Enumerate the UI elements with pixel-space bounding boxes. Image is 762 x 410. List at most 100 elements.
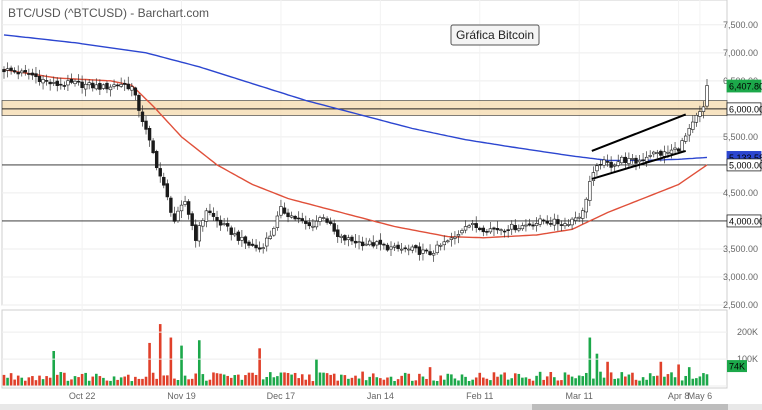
- candle: [627, 152, 631, 168]
- volume-bar: [396, 379, 400, 386]
- candle: [620, 155, 624, 165]
- candle-body: [431, 252, 436, 256]
- volume-bar: [684, 375, 687, 386]
- volume-bar: [350, 377, 354, 386]
- volume-bar: [24, 380, 27, 386]
- candle-body: [137, 94, 141, 111]
- candle-body: [453, 236, 457, 239]
- candle-body: [186, 201, 191, 215]
- x-tick-label: May 6: [688, 391, 713, 401]
- candle-body: [595, 165, 599, 172]
- candle: [105, 81, 109, 94]
- candle: [76, 74, 81, 86]
- volume-bar: [322, 372, 325, 386]
- volume-bar: [698, 376, 702, 386]
- volume-bar: [59, 372, 63, 386]
- volume-bar: [66, 380, 70, 386]
- candle: [16, 65, 20, 80]
- volume-bar: [208, 379, 212, 386]
- candle: [300, 212, 304, 224]
- volume-bar: [315, 359, 318, 386]
- candle: [293, 214, 297, 221]
- candle-body: [410, 246, 415, 251]
- candle-body: [105, 82, 109, 90]
- volume-bar: [485, 378, 489, 386]
- candle: [623, 152, 628, 170]
- volume-bar: [244, 375, 247, 386]
- candle: [460, 228, 464, 236]
- candle: [94, 78, 99, 91]
- candle: [591, 166, 596, 186]
- candle: [172, 206, 177, 224]
- candle-body: [385, 244, 390, 251]
- volume-bar: [435, 380, 439, 386]
- candle-body: [485, 231, 489, 233]
- candle: [545, 215, 549, 226]
- candle-body: [510, 223, 514, 230]
- candle-body: [630, 158, 635, 160]
- candle: [98, 79, 102, 96]
- volume-bar: [251, 372, 254, 386]
- candle: [502, 228, 507, 238]
- annotation-box: [450, 24, 540, 46]
- volume-bar: [691, 378, 695, 386]
- candle: [524, 219, 528, 232]
- candle-body: [30, 72, 35, 76]
- candle: [446, 239, 450, 244]
- candle-body: [556, 219, 560, 225]
- volume-bar: [393, 380, 396, 386]
- volume-bar: [13, 379, 16, 386]
- candle-body: [375, 241, 379, 246]
- volume-bar: [123, 376, 127, 386]
- candle-body: [5, 68, 10, 71]
- candle-body: [98, 83, 102, 90]
- candle: [108, 84, 113, 97]
- volume-bar: [375, 377, 379, 386]
- candle: [435, 240, 439, 255]
- volume-bar: [297, 378, 300, 386]
- volume-bar: [655, 375, 659, 386]
- candle-body: [73, 80, 77, 85]
- volume-bar: [620, 372, 624, 386]
- candle-body: [644, 156, 649, 162]
- volume-bar: [474, 377, 478, 386]
- candle: [364, 237, 368, 247]
- candle-body: [609, 161, 613, 168]
- resistance-zone: [1, 100, 728, 116]
- volume-bar: [403, 372, 407, 386]
- candle: [655, 149, 659, 159]
- candle: [314, 215, 319, 230]
- candle-body: [399, 248, 404, 251]
- candle: [570, 217, 574, 230]
- volume-bar: [247, 372, 251, 386]
- candle-body: [115, 84, 120, 87]
- volume-bar: [148, 342, 151, 386]
- candle-body: [243, 236, 248, 244]
- candle-body: [520, 225, 525, 230]
- candle-body: [360, 241, 365, 247]
- candle: [616, 154, 620, 168]
- candle-body: [162, 176, 166, 186]
- candle-body: [474, 223, 478, 229]
- volume-bar: [361, 371, 364, 386]
- candle-body: [598, 164, 603, 166]
- candle-body: [66, 80, 70, 86]
- volume-bar: [87, 380, 91, 386]
- scrollbar-track[interactable]: [0, 404, 762, 410]
- candle: [215, 210, 219, 228]
- candle-body: [392, 245, 397, 248]
- scrollbar-thumb[interactable]: [532, 404, 728, 410]
- volume-bar: [339, 374, 343, 386]
- candle: [577, 212, 581, 222]
- candle-body: [414, 245, 418, 249]
- candle-body: [506, 229, 510, 231]
- price-tag-label: 5,133.58: [729, 153, 762, 163]
- volume-bar: [73, 376, 77, 386]
- volume-bar: [318, 372, 322, 386]
- volume-tick-label: 200K: [737, 327, 758, 337]
- candle-body: [250, 243, 255, 246]
- candle: [513, 219, 517, 233]
- candle-body: [257, 247, 262, 250]
- candle: [453, 231, 457, 245]
